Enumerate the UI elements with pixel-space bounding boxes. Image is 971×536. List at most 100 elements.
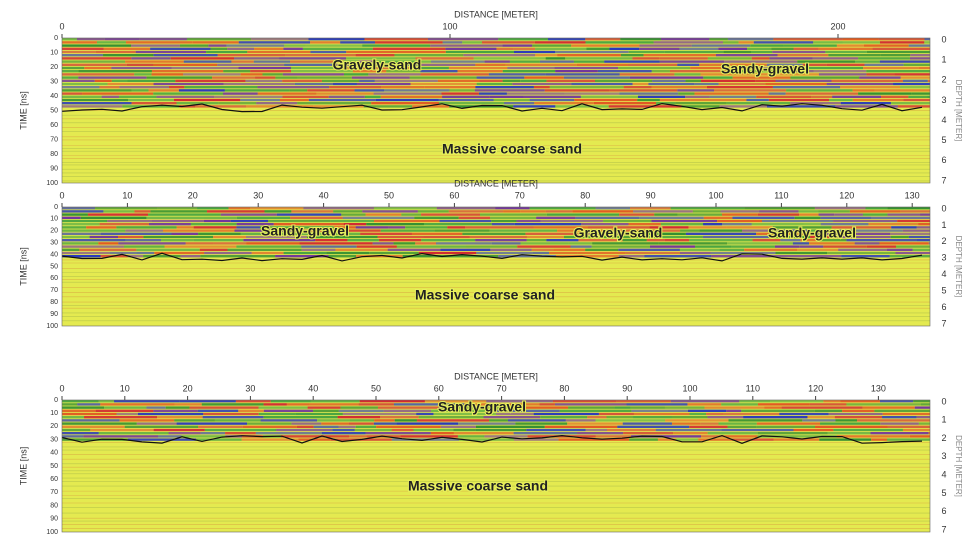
reflection [395, 419, 417, 421]
reflection [284, 44, 306, 46]
layer-label: Sandy-gravel [438, 399, 526, 415]
reflection [711, 255, 770, 257]
reflection [313, 410, 339, 412]
reflection [239, 67, 291, 69]
reflection [384, 89, 449, 91]
reflection [524, 76, 563, 78]
reflection [652, 86, 707, 88]
reflection [247, 422, 291, 424]
reflection [443, 41, 463, 43]
reflection [717, 220, 762, 222]
reflection [716, 54, 778, 56]
reflection [661, 38, 709, 40]
reflection [477, 83, 513, 85]
reflection [527, 236, 564, 238]
reflection [550, 86, 624, 88]
reflection [918, 223, 930, 225]
y2-tick-label: 2 [941, 433, 946, 443]
reflection [802, 419, 835, 421]
reflection [771, 48, 793, 50]
reflection [629, 51, 665, 53]
reflection [349, 435, 366, 437]
reflection [355, 89, 384, 91]
reflection [823, 245, 867, 247]
x-tick-label: 80 [580, 190, 590, 200]
reflection [458, 422, 515, 424]
y-tick-label: 80 [50, 502, 58, 509]
reflection [62, 210, 103, 212]
reflection [184, 60, 232, 62]
reflection [685, 96, 709, 98]
reflection [213, 236, 246, 238]
reflection [119, 86, 169, 88]
y-tick-label: 100 [46, 323, 58, 330]
reflection [84, 416, 157, 418]
reflection [864, 44, 909, 46]
reflection [376, 99, 439, 101]
y2-tick-label: 3 [941, 451, 946, 461]
reflection [322, 80, 359, 82]
reflection [476, 426, 545, 428]
reflection [256, 102, 297, 104]
reflection [108, 83, 154, 85]
reflection [853, 89, 875, 91]
reflection [723, 41, 739, 43]
reflection [454, 432, 514, 434]
reflection [755, 80, 775, 82]
reflection [197, 207, 229, 209]
reflection [903, 229, 930, 231]
reflection [418, 64, 475, 66]
reflection [322, 432, 366, 434]
reflection [809, 242, 855, 244]
reflection [440, 220, 492, 222]
reflection [773, 86, 840, 88]
reflection [483, 416, 540, 418]
reflection [147, 76, 212, 78]
y-axis-label: TIME [ns] [18, 447, 28, 486]
reflection [62, 44, 131, 46]
reflection [134, 210, 150, 212]
reflection [703, 76, 732, 78]
reflection [866, 207, 888, 209]
reflection [446, 51, 514, 53]
reflection [417, 419, 489, 421]
reflection [240, 99, 280, 101]
reflection [569, 242, 592, 244]
reflection [152, 73, 184, 75]
reflection [762, 220, 833, 222]
reflection [721, 403, 758, 405]
reflection [689, 426, 727, 428]
reflection [99, 400, 114, 402]
reflection [62, 432, 99, 434]
reflection [680, 252, 711, 254]
reflection [917, 239, 930, 241]
reflection [81, 217, 147, 219]
reflection [458, 435, 484, 437]
layer-label: Sandy-gravel [721, 61, 809, 77]
reflection [903, 429, 930, 431]
reflection [171, 57, 234, 59]
reflection [62, 217, 81, 219]
x-tick-label: 10 [122, 190, 132, 200]
reflection [388, 249, 441, 251]
reflection [758, 213, 799, 215]
reflection [721, 429, 793, 431]
reflection [508, 419, 566, 421]
y2-tick-label: 1 [941, 220, 946, 230]
y2-tick-label: 0 [941, 396, 946, 406]
reflection [62, 80, 95, 82]
reflection [262, 73, 282, 75]
reflection [592, 242, 658, 244]
reflection [617, 426, 689, 428]
reflection [654, 41, 723, 43]
reflection [343, 217, 415, 219]
reflection [619, 92, 678, 94]
reflection [811, 96, 832, 98]
reflection [183, 73, 240, 75]
radargram-panel [62, 400, 930, 532]
y2-tick-label: 6 [941, 302, 946, 312]
reflection [610, 89, 677, 91]
reflection [237, 217, 290, 219]
reflection [870, 432, 928, 434]
reflection [838, 249, 887, 251]
